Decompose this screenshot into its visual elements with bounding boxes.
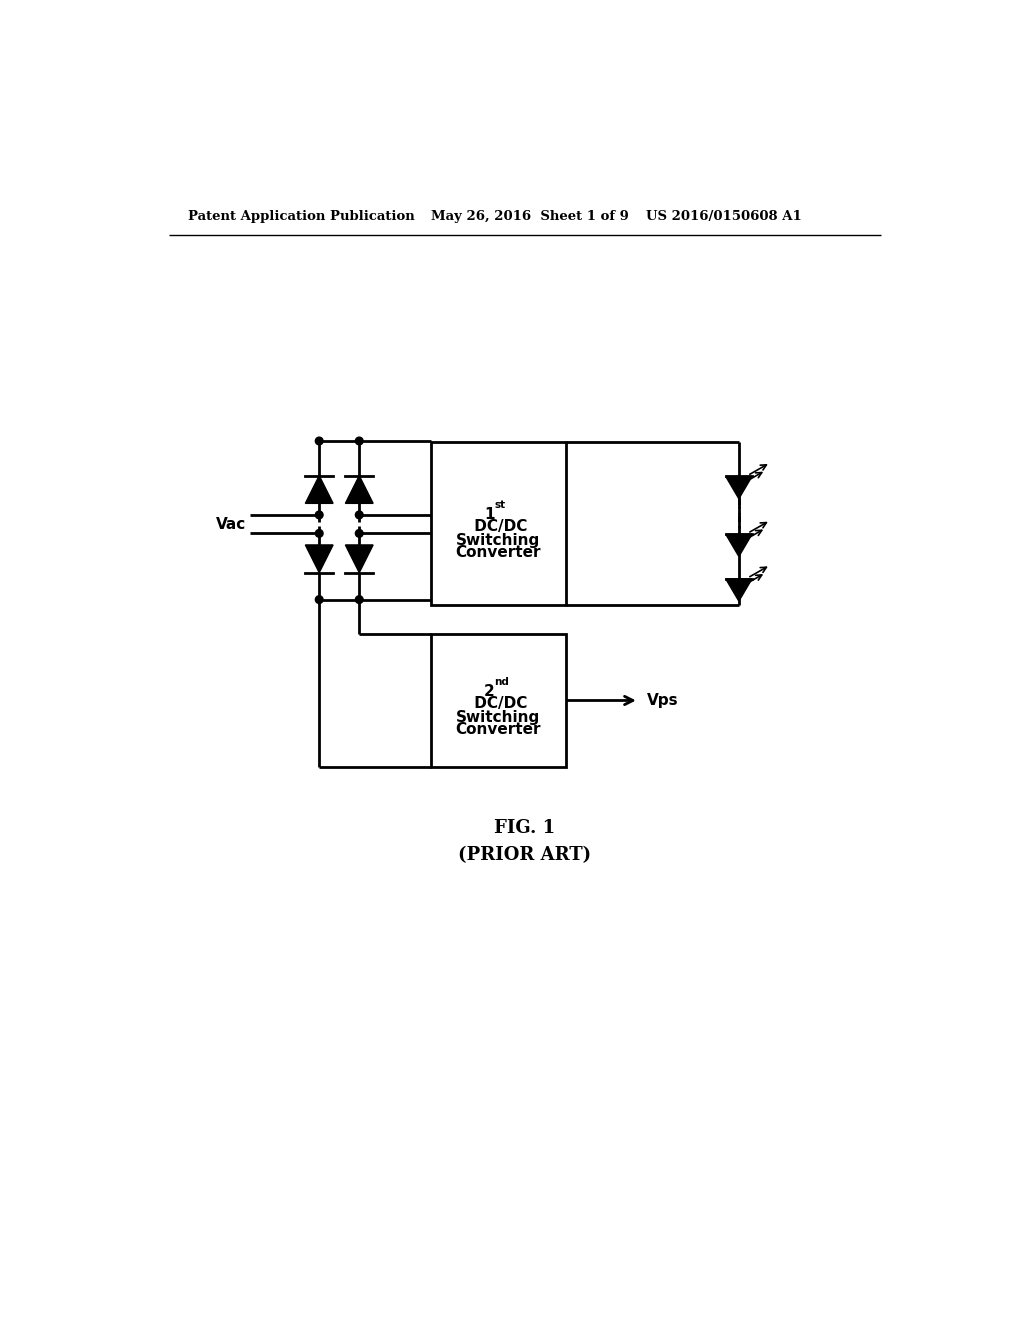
Bar (431, 635, 565, 767)
Text: Converter: Converter (456, 722, 541, 737)
Text: Switching: Switching (456, 710, 541, 725)
Text: Patent Application Publication: Patent Application Publication (188, 210, 415, 223)
Circle shape (355, 511, 364, 519)
Text: st: st (495, 500, 506, 510)
Text: Switching: Switching (456, 533, 541, 548)
Bar (431, 442, 565, 605)
Circle shape (315, 529, 323, 537)
Circle shape (315, 437, 323, 445)
Polygon shape (305, 545, 333, 573)
Text: Vps: Vps (646, 693, 678, 708)
Circle shape (355, 595, 364, 603)
Polygon shape (726, 579, 752, 601)
Circle shape (315, 511, 323, 519)
Polygon shape (726, 477, 752, 499)
Text: DC/DC: DC/DC (469, 519, 527, 533)
Text: DC/DC: DC/DC (469, 696, 527, 711)
Polygon shape (345, 475, 373, 503)
Circle shape (315, 595, 323, 603)
Text: Converter: Converter (456, 545, 541, 560)
Polygon shape (305, 475, 333, 503)
Polygon shape (726, 535, 752, 557)
Text: 2: 2 (483, 684, 495, 698)
Text: (PRIOR ART): (PRIOR ART) (458, 846, 592, 865)
Text: US 2016/0150608 A1: US 2016/0150608 A1 (646, 210, 802, 223)
Text: May 26, 2016  Sheet 1 of 9: May 26, 2016 Sheet 1 of 9 (431, 210, 629, 223)
Text: nd: nd (495, 677, 509, 686)
Polygon shape (345, 545, 373, 573)
Text: FIG. 1: FIG. 1 (495, 820, 555, 837)
Circle shape (355, 437, 364, 445)
Text: 1: 1 (484, 507, 495, 521)
Text: Vac: Vac (216, 516, 246, 532)
Circle shape (355, 529, 364, 537)
